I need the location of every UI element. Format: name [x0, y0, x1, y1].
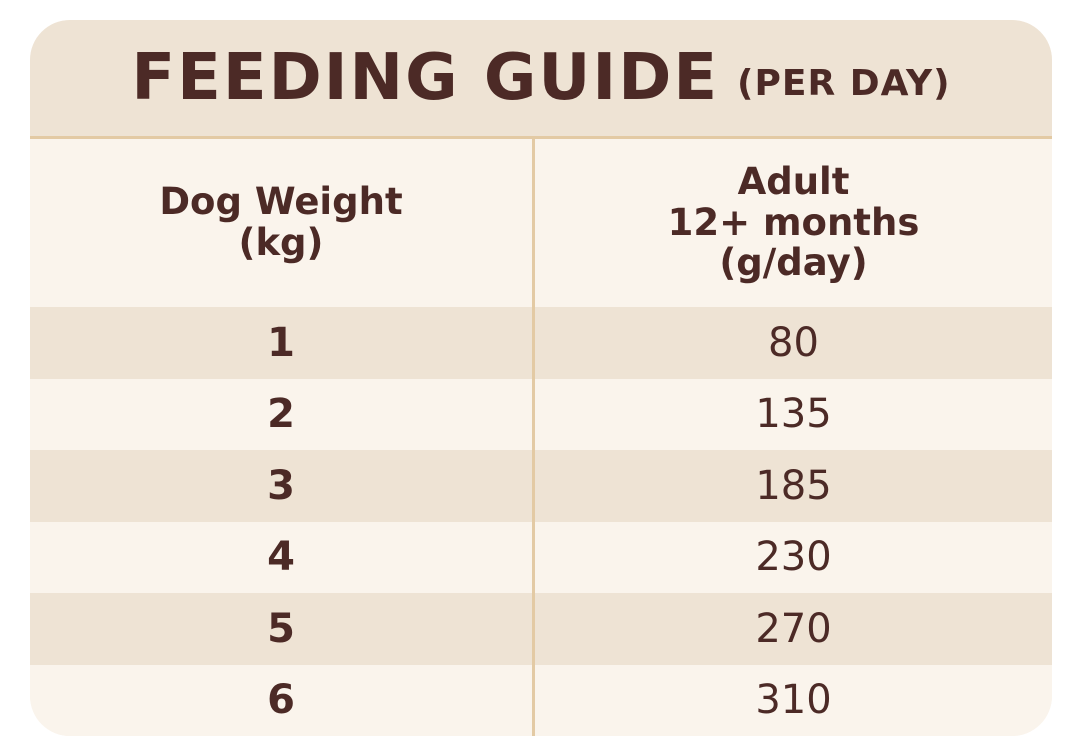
amount-cell: 230	[755, 534, 832, 581]
page-subtitle: (PER DAY)	[737, 62, 951, 104]
amount-cell: 310	[755, 677, 832, 724]
amount-cell: 135	[755, 391, 832, 438]
weight-cell: 2	[267, 391, 295, 438]
table-row: 2 135	[30, 378, 1052, 450]
table-row: 4 230	[30, 521, 1052, 593]
table-row: 3 185	[30, 450, 1052, 522]
weight-cell: 1	[267, 319, 295, 366]
table-body: 1 80 2 135 3 185 4 230 5 270 6 310	[30, 307, 1052, 736]
page-title: FEEDING GUIDE	[131, 41, 720, 115]
amount-cell: 80	[768, 319, 819, 366]
table-row: 6 310	[30, 664, 1052, 736]
feeding-guide-card: FEEDING GUIDE (PER DAY) Dog Weight (kg) …	[30, 20, 1052, 736]
column-divider	[532, 139, 535, 736]
weight-cell: 3	[267, 462, 295, 509]
weight-cell: 6	[267, 677, 295, 724]
amount-cell: 185	[755, 462, 832, 509]
weight-cell: 5	[267, 605, 295, 652]
weight-cell: 4	[267, 534, 295, 581]
table-header: Dog Weight (kg) Adult 12+ months (g/day)	[30, 139, 1052, 307]
column-header-amount: Adult 12+ months (g/day)	[667, 159, 920, 285]
title-bar: FEEDING GUIDE (PER DAY)	[30, 20, 1052, 139]
table-row: 5 270	[30, 593, 1052, 665]
table-row: 1 80	[30, 307, 1052, 379]
amount-cell: 270	[755, 605, 832, 652]
column-header-weight: Dog Weight (kg)	[159, 180, 403, 264]
